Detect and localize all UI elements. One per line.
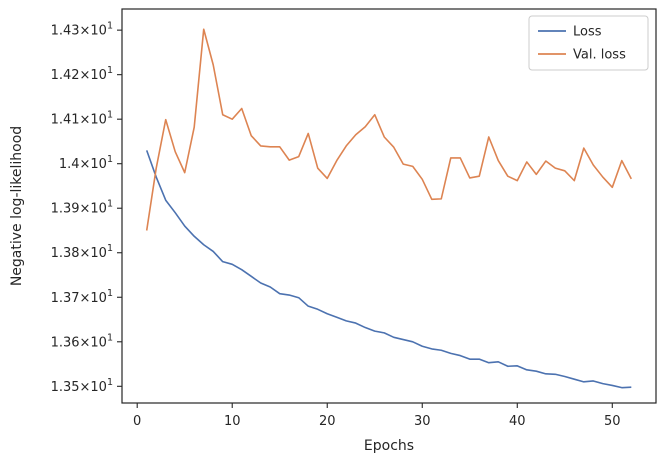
y-tick-label: 1.36×101 bbox=[51, 332, 113, 350]
y-tick-label: 1.38×101 bbox=[51, 243, 113, 261]
x-tick-label: 20 bbox=[319, 414, 336, 429]
legend-label: Loss bbox=[573, 25, 602, 40]
x-tick-label: 0 bbox=[133, 414, 141, 429]
series-line-loss bbox=[145, 150, 632, 389]
x-tick-label: 50 bbox=[604, 414, 621, 429]
y-tick-label: 1.41×101 bbox=[51, 110, 113, 128]
y-tick-label: 1.35×101 bbox=[51, 377, 113, 395]
y-axis-title: Negative log-likelihood bbox=[9, 126, 25, 286]
x-tick-label: 10 bbox=[224, 414, 241, 429]
legend-box bbox=[528, 15, 649, 71]
y-tick-label: 1.43×101 bbox=[51, 21, 113, 39]
series-layer bbox=[145, 28, 633, 389]
y-tick-label: 1.39×101 bbox=[51, 199, 113, 217]
x-axis-title: Epochs bbox=[364, 438, 414, 454]
series-line-val-loss bbox=[145, 28, 633, 231]
legend: Loss Val. loss bbox=[528, 15, 649, 71]
y-tick-label: 1.42×101 bbox=[51, 65, 113, 83]
y-axis-ticks: 1.35×101 1.36×101 1.37×101 1.38×101 1.39×101… bbox=[51, 21, 122, 395]
y-tick-label: 1.4×101 bbox=[59, 154, 113, 172]
y-tick-label: 1.37×101 bbox=[51, 288, 113, 306]
x-axis-ticks: 0 10 20 30 40 50 bbox=[133, 403, 621, 429]
plot-frame bbox=[121, 8, 657, 404]
x-tick-label: 30 bbox=[414, 414, 431, 429]
legend-label: Val. loss bbox=[573, 48, 626, 63]
x-tick-label: 40 bbox=[509, 414, 526, 429]
